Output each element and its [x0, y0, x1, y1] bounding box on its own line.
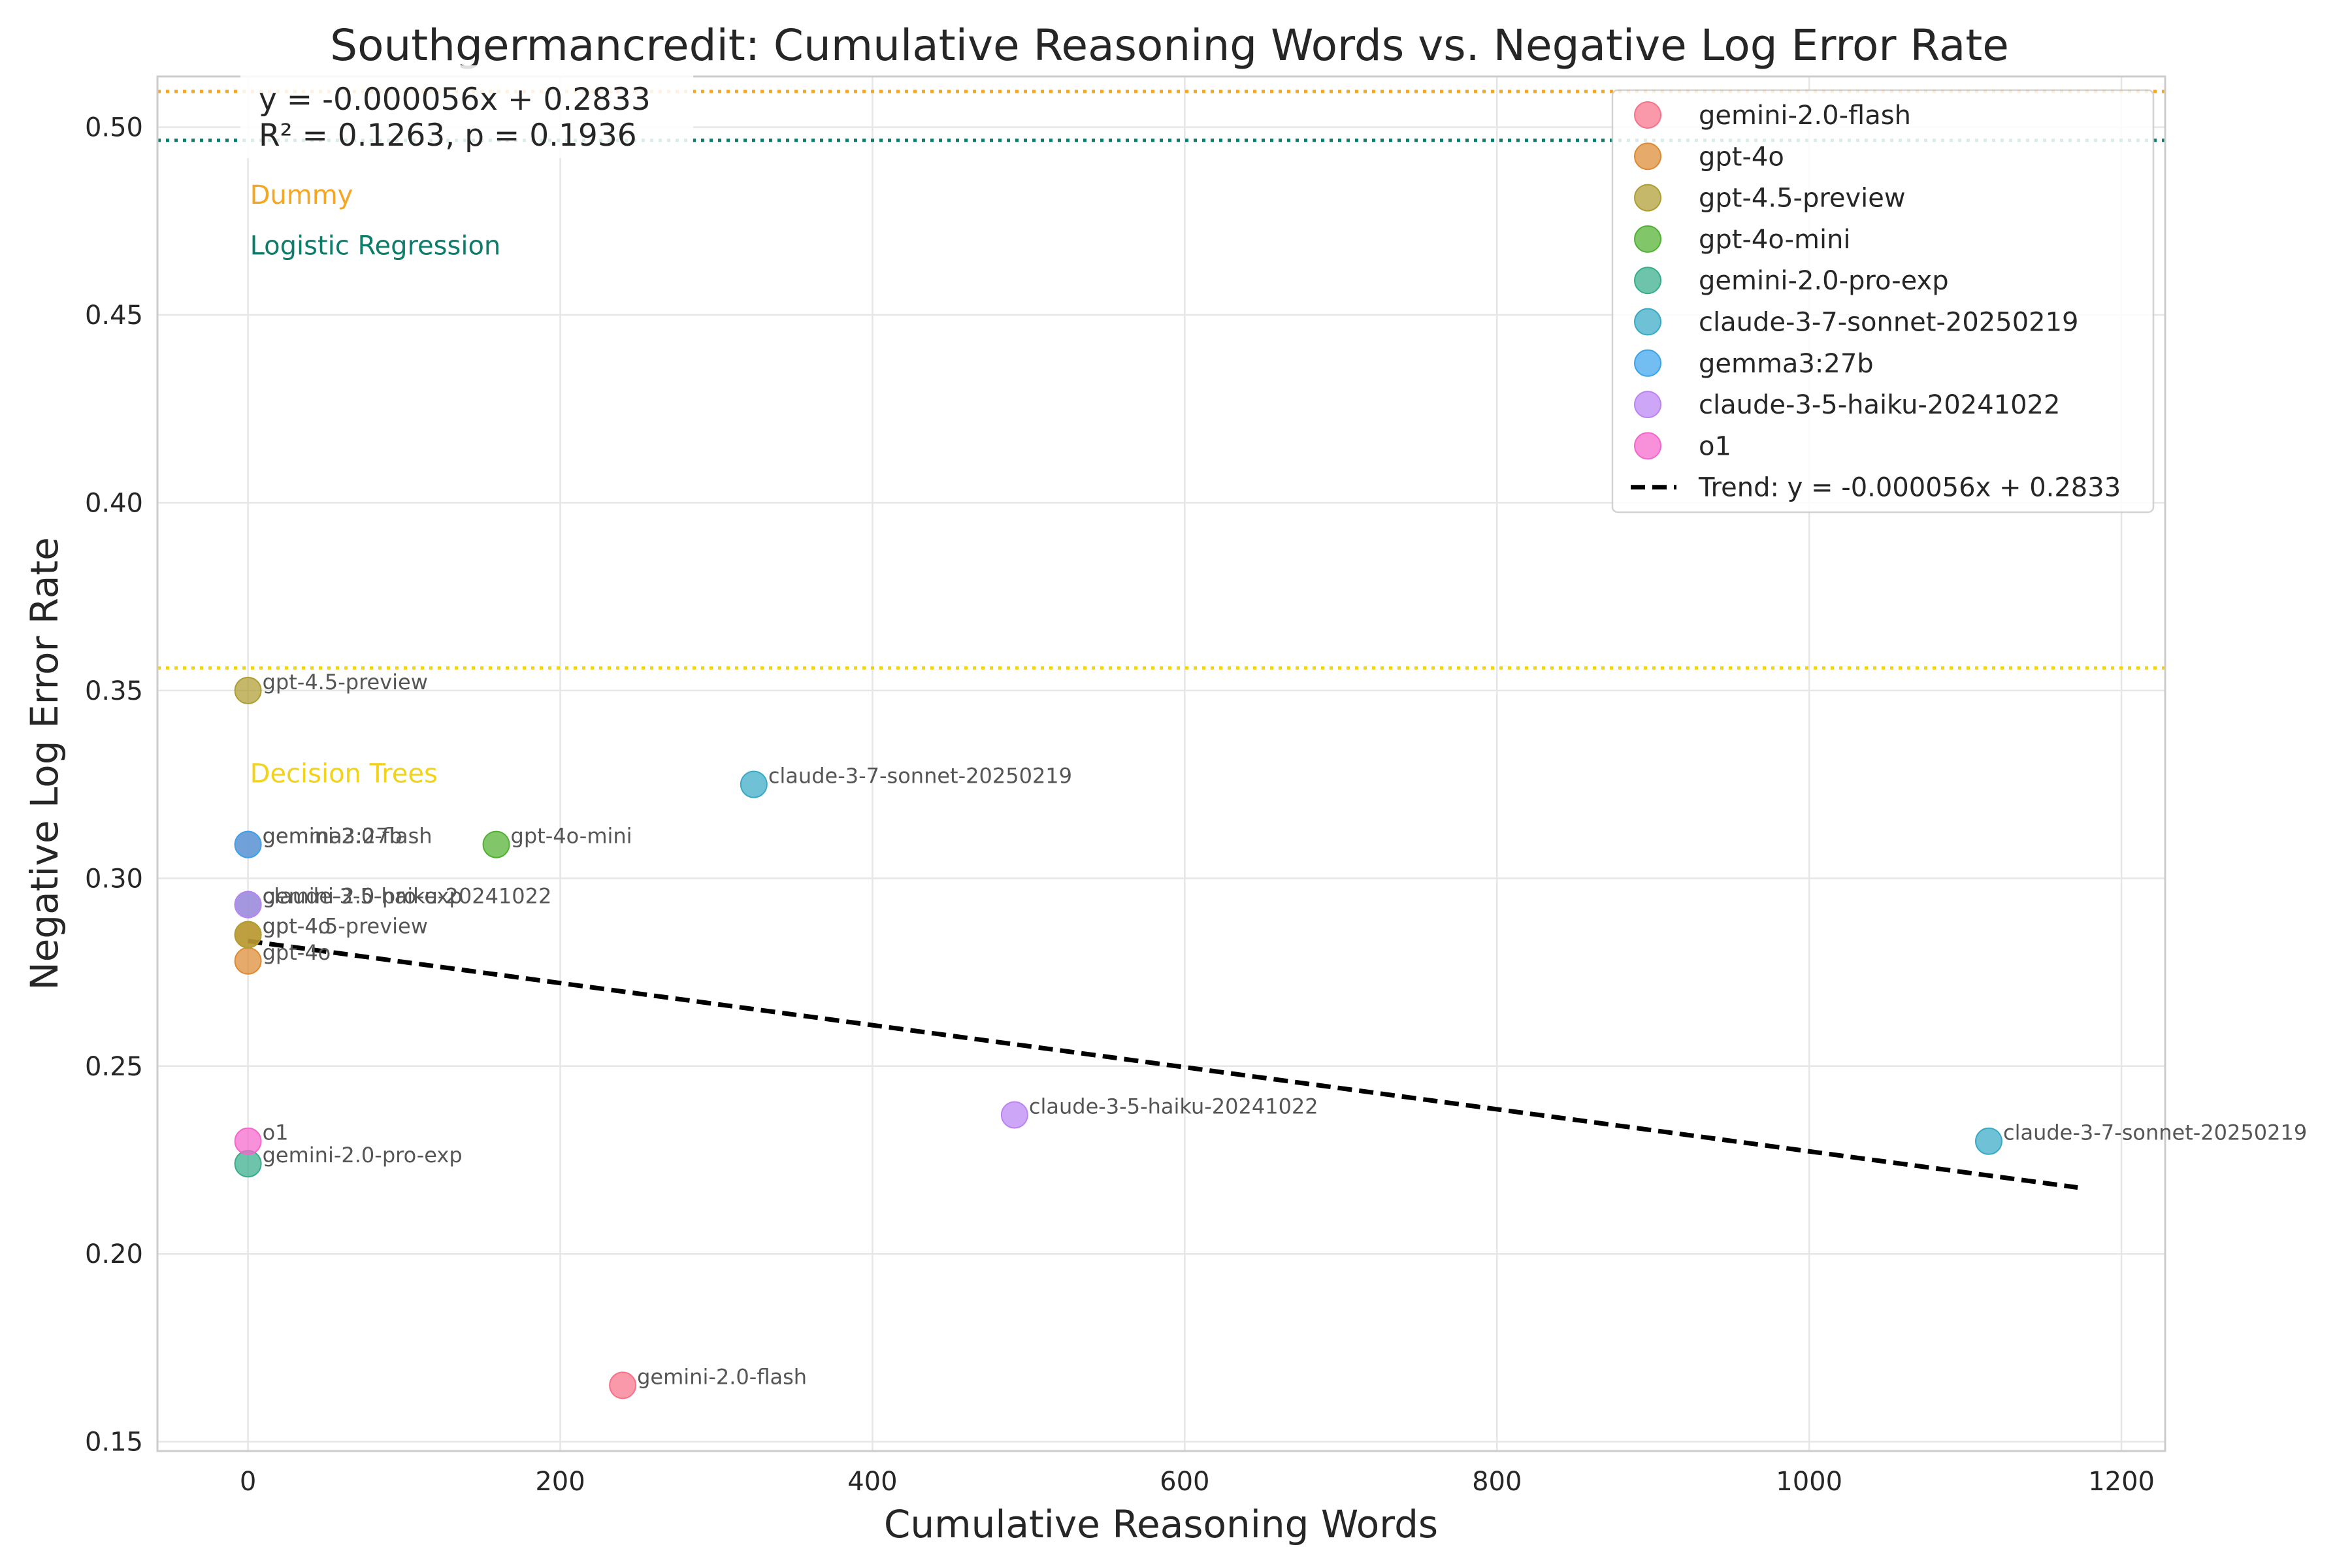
- legend-label-trend: Trend: y = -0.000056x + 0.2833: [1698, 473, 2121, 503]
- tick-labels: 0 200 400 600 800 1000 1200 0.15 0.20 0.25 0.30 0.3…: [85, 113, 2155, 1497]
- legend-label-gpt-4o: gpt-4o: [1699, 142, 1784, 172]
- trend-layer: [248, 938, 2078, 1190]
- legend-label-gpt-4-5-preview: gpt-4.5-preview: [1699, 184, 1906, 214]
- point-gemma3-27b: [234, 830, 262, 858]
- legend-label-gemma3-27b: gemma3:27b: [1699, 349, 1874, 379]
- point-label-gpt-4o: gpt-4o: [263, 914, 331, 939]
- point-gemini-2-0-flash: [609, 1371, 637, 1399]
- y-tick-label: 0.20: [85, 1239, 143, 1269]
- trend-line: [248, 938, 2078, 1190]
- point-label-claude-3-5-haiku-20241022: claude-3-5-haiku-20241022: [1029, 1094, 1318, 1119]
- x-tick-label: 800: [1472, 1467, 1522, 1497]
- point-o1: [234, 1127, 262, 1155]
- point-gpt-4o: [234, 947, 262, 975]
- legend-marker-gemini-2-0-pro-exp: [1634, 267, 1661, 295]
- reference-label-decision-trees: Decision Trees: [250, 759, 438, 789]
- legend-marker-claude-3-7-sonnet-20250219: [1634, 308, 1661, 336]
- legend-marker-claude-3-5-haiku-20241022: [1634, 391, 1661, 419]
- legend-marker-gpt-4o-mini: [1634, 225, 1661, 253]
- y-tick-label: 0.15: [85, 1428, 143, 1458]
- point-claude-3-5-haiku-20241022: [1000, 1101, 1028, 1129]
- reference-label-dummy: Dummy: [250, 180, 353, 210]
- x-tick-label: 400: [847, 1467, 897, 1497]
- chart-title: Southgermancredit: Cumulative Reasoning …: [330, 20, 2009, 71]
- point-label-gpt-4o-mini: gpt-4o-mini: [511, 824, 632, 849]
- legend-marker-o1: [1634, 432, 1661, 460]
- stats-r-squared: R² = 0.1263, p = 0.1936: [259, 118, 637, 154]
- y-axis-label: Negative Log Error Rate: [22, 537, 67, 990]
- x-axis-label: Cumulative Reasoning Words: [884, 1502, 1438, 1546]
- point-label-gpt-4-5-preview: gpt-4.5-preview: [263, 914, 428, 939]
- stats-box: y = -0.000056x + 0.2833 R² = 0.1263, p =…: [240, 65, 693, 158]
- stats-equation: y = -0.000056x + 0.2833: [259, 82, 651, 118]
- x-tick-label: 1200: [2088, 1467, 2155, 1497]
- legend-label-claude-3-7-sonnet-20250219: claude-3-7-sonnet-20250219: [1699, 308, 2079, 338]
- point-label-gemini-2-0-flash: gemini-2.0-flash: [637, 1364, 807, 1389]
- y-tick-label: 0.40: [85, 488, 143, 518]
- stats-box-background: [240, 65, 693, 158]
- point-label-claude-3-7-sonnet-20250219: claude-3-7-sonnet-20250219: [2003, 1120, 2307, 1145]
- legend: gemini-2.0-flash gpt-4o gpt-4.5-preview gpt…: [1611, 89, 2155, 514]
- y-tick-label: 0.25: [85, 1052, 143, 1082]
- legend-label-claude-3-5-haiku-20241022: claude-3-5-haiku-20241022: [1699, 390, 2060, 420]
- point-label-gemini-2-0-flash: gemini-2.0-flash: [263, 824, 433, 849]
- x-tick-label: 0: [240, 1467, 256, 1497]
- y-tick-label: 0.50: [85, 113, 143, 143]
- legend-marker-gpt-4o: [1634, 142, 1661, 171]
- y-tick-label: 0.45: [85, 301, 143, 331]
- y-tick-label: 0.35: [85, 676, 143, 706]
- legend-label-gemini-2-0-pro-exp: gemini-2.0-pro-exp: [1699, 266, 1949, 296]
- point-label-gpt-4o: gpt-4o: [263, 940, 331, 965]
- point-claude-3-7-sonnet-20250219: [1974, 1127, 2002, 1155]
- point-label-gemma3-27b: gemma3:27b: [263, 824, 402, 849]
- legend-label-o1: o1: [1699, 431, 1731, 461]
- point-label-claude-3-5-haiku-20241022: claude-3-5-haiku-20241022: [263, 884, 552, 909]
- reference-label-logistic-regression: Logistic Regression: [250, 231, 501, 261]
- reference-lines: Dummy Logistic Regression Decision Trees: [157, 90, 2165, 789]
- legend-marker-gemini-2-0-flash: [1634, 101, 1661, 129]
- x-tick-label: 200: [535, 1467, 585, 1497]
- point-gpt-4o-mini: [482, 830, 510, 858]
- point-label-claude-3-7-sonnet-20250219: claude-3-7-sonnet-20250219: [768, 764, 1072, 789]
- point-claude-3-5-haiku-20241022: [234, 890, 262, 919]
- grid: [157, 76, 2165, 1451]
- x-tick-label: 1000: [1776, 1467, 1842, 1497]
- plot-frame: [156, 75, 2166, 1452]
- point-label-o1: o1: [263, 1120, 289, 1145]
- point-claude-3-7-sonnet-20250219: [740, 770, 768, 798]
- legend-label-gemini-2-0-flash: gemini-2.0-flash: [1699, 101, 1911, 131]
- point-gpt-4-5-preview: [234, 921, 262, 949]
- legend-marker-gpt-4-5-preview: [1634, 184, 1661, 212]
- legend-label-gpt-4o-mini: gpt-4o-mini: [1699, 225, 1851, 255]
- point-label-gemini-2-0-pro-exp: gemini-2.0-pro-exp: [263, 1143, 463, 1168]
- y-tick-label: 0.30: [85, 864, 143, 894]
- point-label-gpt-4-5-preview: gpt-4.5-preview: [263, 670, 428, 694]
- x-tick-label: 600: [1160, 1467, 1209, 1497]
- data-points: gemini-2.0-flashgemini-2.0-flashgpt-4ogp…: [234, 670, 2307, 1399]
- legend-box: [1611, 89, 2155, 514]
- legend-marker-gemma3-27b: [1634, 349, 1661, 377]
- point-gpt-4-5-preview: [234, 676, 262, 704]
- point-label-gemini-2-0-pro-exp: gemini-2.0-pro-exp: [263, 884, 463, 909]
